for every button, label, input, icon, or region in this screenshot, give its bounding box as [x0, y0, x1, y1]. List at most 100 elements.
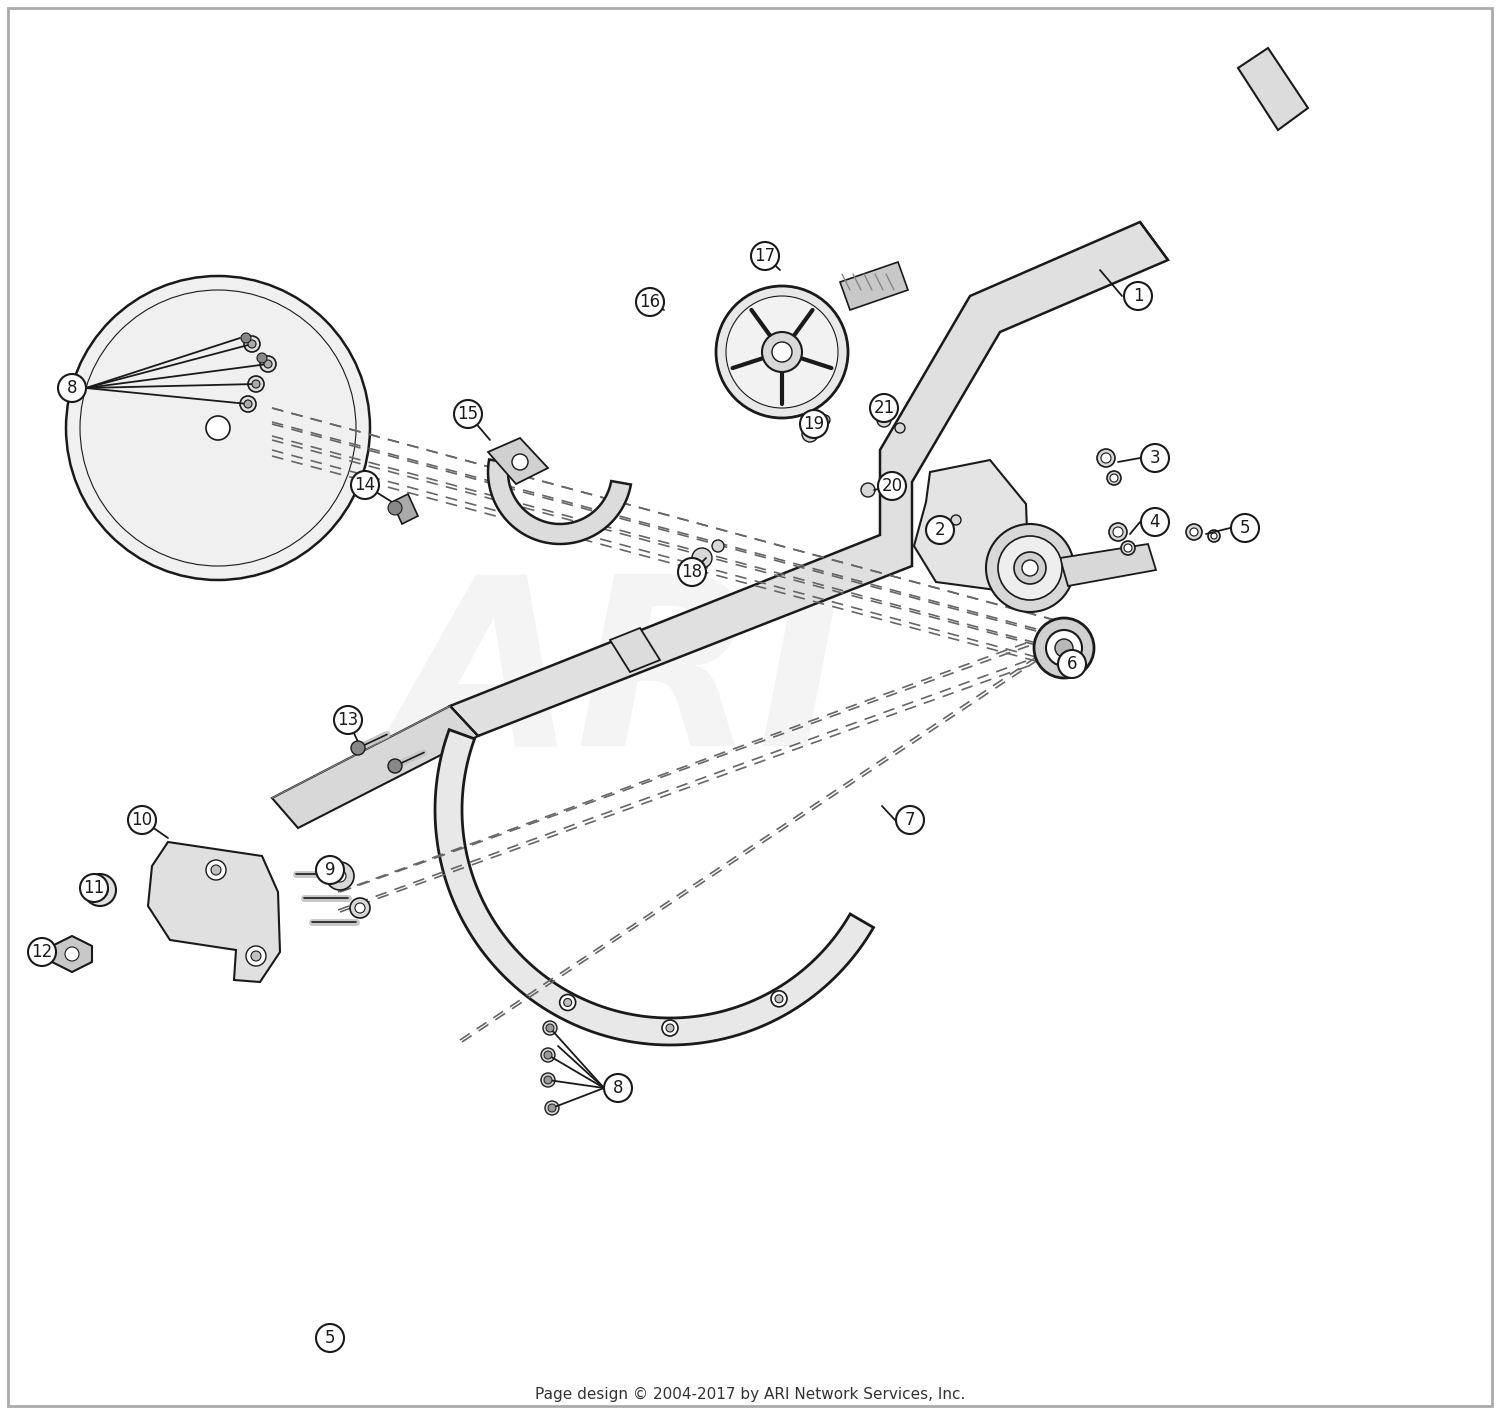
Text: ARI: ARI: [393, 566, 846, 795]
Text: 11: 11: [84, 880, 105, 896]
Circle shape: [248, 339, 256, 348]
Polygon shape: [450, 222, 1168, 737]
Circle shape: [998, 536, 1062, 600]
Text: Page design © 2004-2017 by ARI Network Services, Inc.: Page design © 2004-2017 by ARI Network S…: [536, 1387, 964, 1401]
Text: 19: 19: [804, 414, 825, 433]
Circle shape: [771, 991, 788, 1007]
Text: 18: 18: [681, 563, 702, 581]
Polygon shape: [1060, 544, 1156, 585]
Circle shape: [1186, 525, 1202, 540]
Text: 14: 14: [354, 477, 375, 493]
Polygon shape: [392, 493, 418, 525]
Text: 6: 6: [1066, 655, 1077, 673]
Circle shape: [1014, 551, 1046, 584]
Circle shape: [92, 882, 108, 898]
Circle shape: [542, 1048, 555, 1062]
Circle shape: [896, 423, 904, 433]
Circle shape: [252, 380, 260, 387]
Circle shape: [1232, 515, 1258, 542]
Circle shape: [636, 288, 664, 315]
Circle shape: [206, 860, 226, 880]
Circle shape: [1190, 527, 1198, 536]
Circle shape: [246, 946, 266, 966]
Circle shape: [878, 472, 906, 501]
Circle shape: [84, 874, 116, 906]
Text: 8: 8: [66, 379, 78, 397]
Circle shape: [350, 898, 370, 918]
Circle shape: [666, 1024, 674, 1032]
Circle shape: [542, 1073, 555, 1087]
Circle shape: [1096, 450, 1114, 467]
Circle shape: [716, 286, 848, 419]
Circle shape: [244, 337, 260, 352]
Text: 3: 3: [1149, 450, 1161, 467]
Circle shape: [1210, 533, 1216, 539]
Text: 10: 10: [132, 812, 153, 829]
Circle shape: [1142, 444, 1168, 472]
Polygon shape: [148, 841, 280, 981]
Circle shape: [264, 361, 272, 368]
Circle shape: [1124, 544, 1132, 551]
Circle shape: [896, 806, 924, 834]
Circle shape: [1058, 650, 1086, 677]
Circle shape: [260, 356, 276, 372]
Circle shape: [1124, 281, 1152, 310]
Polygon shape: [914, 460, 1028, 590]
Circle shape: [1101, 452, 1112, 462]
Circle shape: [1107, 471, 1120, 485]
Text: 5: 5: [324, 1329, 336, 1348]
Circle shape: [64, 947, 80, 962]
Circle shape: [951, 515, 962, 525]
Circle shape: [546, 1024, 554, 1032]
Circle shape: [1142, 508, 1168, 536]
Circle shape: [1113, 527, 1124, 537]
Text: 12: 12: [32, 943, 53, 962]
Circle shape: [752, 242, 778, 270]
Text: 16: 16: [639, 293, 660, 311]
Circle shape: [544, 1051, 552, 1059]
Circle shape: [926, 516, 954, 544]
Polygon shape: [53, 936, 92, 971]
Text: 9: 9: [324, 861, 336, 880]
Circle shape: [932, 526, 948, 542]
Circle shape: [800, 410, 828, 438]
Circle shape: [821, 414, 830, 426]
Circle shape: [1054, 639, 1072, 658]
Circle shape: [128, 806, 156, 834]
Polygon shape: [1238, 48, 1308, 130]
Circle shape: [316, 1324, 344, 1352]
Polygon shape: [488, 438, 548, 484]
Circle shape: [66, 276, 370, 580]
Circle shape: [544, 1076, 552, 1085]
Circle shape: [662, 1019, 678, 1036]
Text: 1: 1: [1132, 287, 1143, 305]
Circle shape: [1022, 560, 1038, 575]
Polygon shape: [488, 460, 632, 544]
Circle shape: [351, 471, 380, 499]
Text: 8: 8: [612, 1079, 624, 1097]
Circle shape: [1110, 474, 1118, 482]
Text: 13: 13: [338, 711, 358, 730]
Circle shape: [870, 395, 898, 421]
Circle shape: [244, 400, 252, 409]
Text: 20: 20: [882, 477, 903, 495]
Circle shape: [454, 400, 482, 428]
Circle shape: [726, 296, 839, 409]
Circle shape: [28, 937, 56, 966]
Circle shape: [1120, 542, 1136, 556]
Circle shape: [776, 995, 783, 1003]
Circle shape: [206, 416, 230, 440]
Circle shape: [692, 549, 712, 568]
Circle shape: [986, 525, 1074, 612]
Circle shape: [326, 863, 354, 889]
Text: 15: 15: [458, 404, 478, 423]
Circle shape: [316, 855, 344, 884]
Circle shape: [251, 952, 261, 962]
Circle shape: [58, 373, 86, 402]
Circle shape: [678, 559, 706, 585]
Circle shape: [712, 540, 724, 551]
Circle shape: [388, 759, 402, 773]
Circle shape: [356, 904, 364, 913]
Polygon shape: [610, 628, 660, 672]
Circle shape: [1108, 523, 1126, 542]
